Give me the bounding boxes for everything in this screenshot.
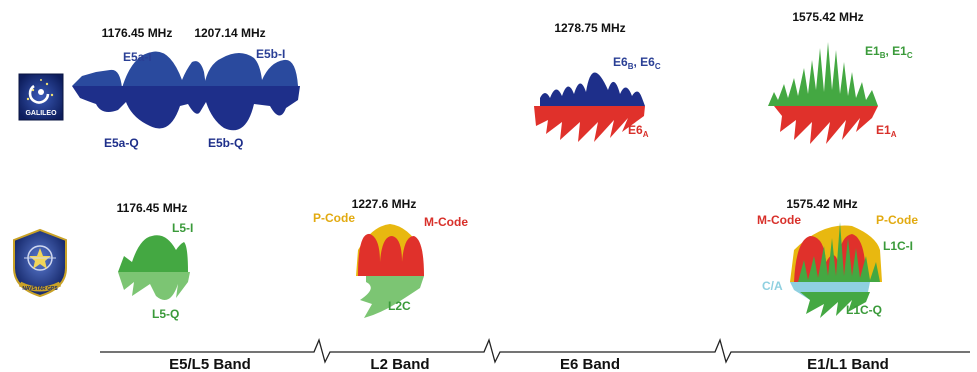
e1a-lobes — [774, 106, 878, 144]
e5a-i-label: E5a-I — [123, 50, 152, 64]
band-e6: E6 Band — [560, 356, 620, 372]
gps-logo-text: NAVSTAR GPS — [22, 286, 58, 292]
l5-i-label: L5-I — [172, 221, 193, 235]
gps-l1-spectrum — [790, 222, 882, 318]
frequency-axis — [100, 338, 970, 364]
band-e5-l5: E5/L5 Band — [169, 356, 251, 372]
l2-m-code-lobes — [358, 233, 424, 276]
l1c-q-lobes — [800, 292, 870, 318]
l1-frequency: 1575.42 MHz — [786, 197, 857, 211]
gps-l2-spectrum — [356, 224, 424, 318]
l2c-label: L2C — [388, 299, 411, 313]
ca-label: C/A — [762, 279, 783, 293]
gps-l5-spectrum — [118, 235, 190, 300]
l5-frequency: 1176.45 MHz — [117, 201, 188, 215]
galileo-e5-spectrum — [72, 51, 300, 131]
l1c-i-lobes — [798, 222, 880, 282]
band-e1-l1: E1/L1 Band — [807, 356, 889, 372]
e5a-q-label: E5a-Q — [104, 136, 139, 150]
gps-logo: NAVSTAR GPS — [13, 228, 67, 298]
l5-i-lobes — [118, 235, 188, 272]
l5-q-lobes — [118, 272, 190, 300]
e5b-i-lobes — [204, 53, 298, 86]
e6-frequency: 1278.75 MHz — [554, 21, 625, 35]
e5b-q-label: E5b-Q — [208, 136, 243, 150]
e1a-label: E1A — [876, 123, 897, 139]
e1-bc-label: E1B, E1C — [865, 44, 913, 60]
galileo-e1-spectrum — [768, 42, 878, 144]
l1-p-code-label: P-Code — [876, 213, 918, 227]
e6a-lobes — [534, 106, 645, 142]
e5a-i-lobes — [72, 51, 206, 88]
l5-q-label: L5-Q — [152, 307, 179, 321]
e6-bc-lobes — [540, 72, 645, 106]
e5b-i-label: E5b-I — [256, 47, 285, 61]
e1-bc-lobes — [768, 42, 878, 106]
galileo-logo-text: GALILEO — [25, 110, 57, 117]
l2c-lobes — [360, 276, 424, 318]
galileo-e6-spectrum — [534, 72, 645, 142]
e1-frequency: 1575.42 MHz — [792, 10, 863, 24]
l2-frequency: 1227.6 MHz — [352, 197, 417, 211]
l1c-i-label: L1C-I — [883, 239, 913, 253]
galileo-logo: GALILEO — [18, 73, 64, 121]
band-l2: L2 Band — [370, 356, 429, 372]
l2-p-code-label: P-Code — [313, 211, 355, 225]
e5a-frequency: 1176.45 MHz — [102, 26, 173, 40]
e6a-label: E6A — [628, 123, 649, 139]
e5-lower-band — [72, 86, 300, 131]
l1c-q-label: L1C-Q — [846, 303, 882, 317]
l2-m-code-label: M-Code — [424, 215, 468, 229]
l1-m-code-label: M-Code — [757, 213, 801, 227]
e6-bc-label: E6B, E6C — [613, 55, 661, 71]
e5b-frequency: 1207.14 MHz — [194, 26, 265, 40]
